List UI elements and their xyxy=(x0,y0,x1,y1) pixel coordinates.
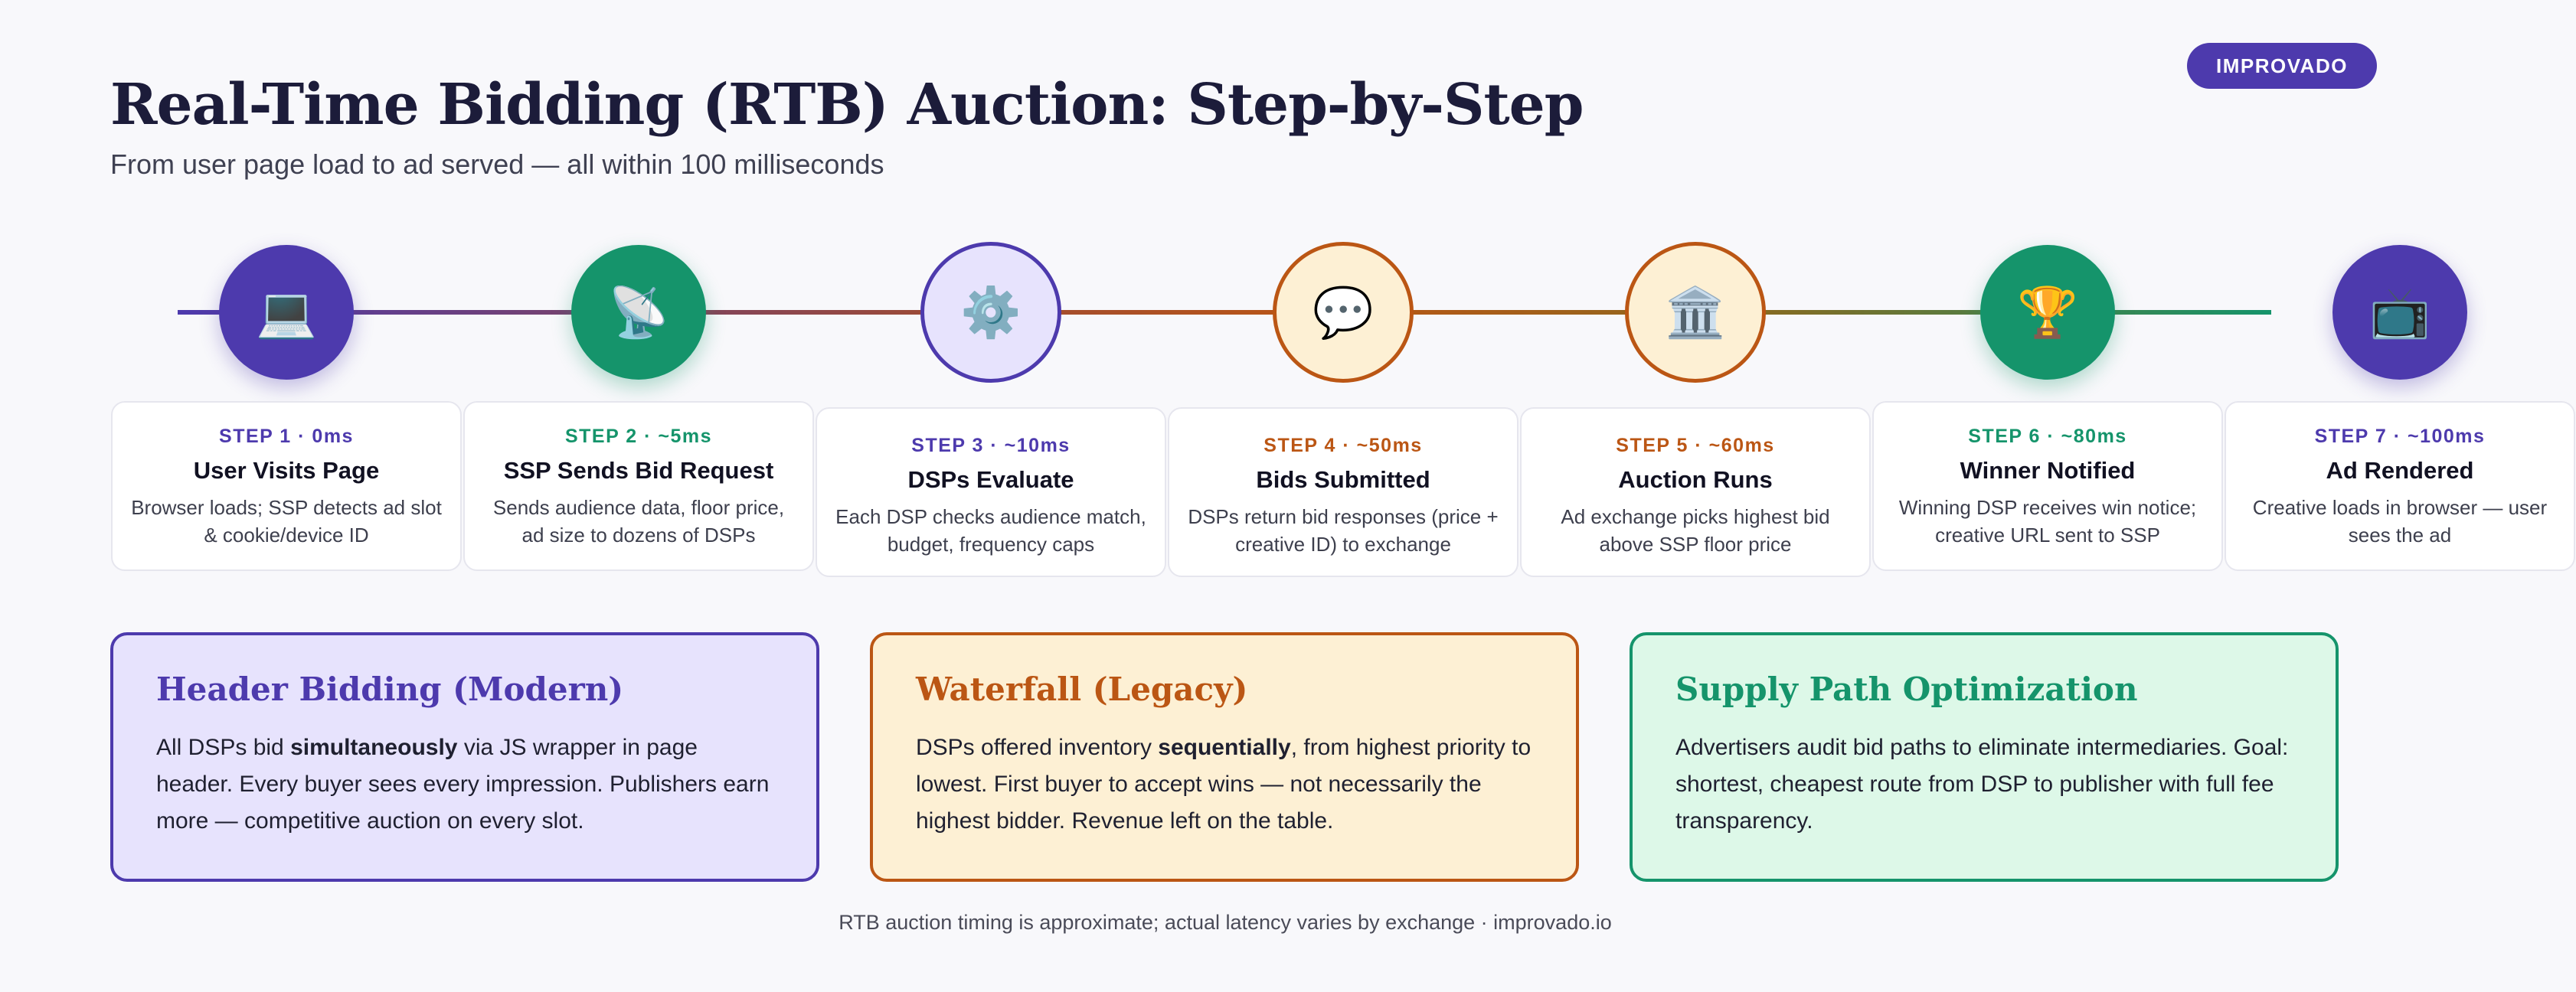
step-description: Winning DSP receives win notice; creativ… xyxy=(1898,496,2197,547)
box-body-text: Advertisers audit bid paths to eliminate… xyxy=(1675,735,2289,834)
box-title: Header Bidding (Modern) xyxy=(156,671,624,708)
desktop-computer-icon: 💻 xyxy=(256,285,317,340)
box-body-text: DSPs offered inventory xyxy=(916,735,1159,760)
box-body-text: All DSPs bid xyxy=(156,735,291,760)
television-icon: 📺 xyxy=(2369,285,2431,340)
step-title: SSP Sends Bid Request xyxy=(503,457,774,484)
box-body: All DSPs bid simultaneously via JS wrapp… xyxy=(156,729,773,840)
classical-building-icon: 🏛️ xyxy=(1665,285,1726,340)
step-label: STEP 7 · ~100ms xyxy=(2314,426,2486,447)
step-card-4: STEP 4 · ~50ms Bids Submitted DSPs return … xyxy=(1168,407,1518,577)
header-bidding-box: Header Bidding (Modern) All DSPs bid simu… xyxy=(110,632,819,882)
step-node-6: 🏆 xyxy=(1980,245,2115,380)
page-subtitle: From user page load to ad served — all w… xyxy=(110,148,884,180)
step-label: STEP 6 · ~80ms xyxy=(1968,426,2127,447)
step-label: STEP 3 · ~10ms xyxy=(911,435,1071,456)
step-title: User Visits Page xyxy=(193,457,380,484)
box-body-emphasis: sequentially xyxy=(1158,735,1291,760)
rtb-timeline: 💻 📡 ⚙️ 💬 🏛️ 🏆 📺 STEP 1 · 0ms User Visits Page Br… xyxy=(0,230,2576,628)
gear-icon: ⚙️ xyxy=(960,285,1022,340)
footer-note: RTB auction timing is approximate; actua… xyxy=(839,911,1612,934)
step-card-7: STEP 7 · ~100ms Ad Rendered Creative loads… xyxy=(2225,401,2575,571)
step-description: Creative loads in browser — user sees th… xyxy=(2252,496,2548,547)
brand-badge: IMPROVADO xyxy=(2187,43,2377,89)
step-node-7: 📺 xyxy=(2332,245,2467,380)
box-body-emphasis: simultaneously xyxy=(290,735,458,760)
step-title: Ad Rendered xyxy=(2326,457,2474,484)
step-description: DSPs return bid responses (price + creat… xyxy=(1188,505,1499,556)
step-card-5: STEP 5 · ~60ms Auction Runs Ad exchange pi… xyxy=(1520,407,1871,577)
box-title: Waterfall (Legacy) xyxy=(916,671,1248,708)
step-node-5: 🏛️ xyxy=(1625,242,1766,383)
step-node-1: 💻 xyxy=(219,245,354,380)
step-card-3: STEP 3 · ~10ms DSPs Evaluate Each DSP chec… xyxy=(816,407,1166,577)
step-label: STEP 2 · ~5ms xyxy=(564,426,713,447)
step-title: Winner Notified xyxy=(1960,457,2136,484)
step-description: Each DSP checks audience match, budget, … xyxy=(835,505,1146,556)
step-description: Browser loads; SSP detects ad slot & coo… xyxy=(131,496,442,547)
step-label: STEP 4 · ~50ms xyxy=(1263,435,1423,456)
step-node-3: ⚙️ xyxy=(920,242,1061,383)
satellite-dish-icon: 📡 xyxy=(608,285,669,340)
step-label: STEP 1 · 0ms xyxy=(219,426,354,447)
trophy-icon: 🏆 xyxy=(2017,285,2078,340)
waterfall-box: Waterfall (Legacy) DSPs offered inventory… xyxy=(870,632,1579,882)
step-title: Bids Submitted xyxy=(1256,466,1430,493)
step-card-2: STEP 2 · ~5ms SSP Sends Bid Request Sends … xyxy=(463,401,814,571)
supply-path-optimization-box: Supply Path Optimization Advertisers audi… xyxy=(1630,632,2339,882)
step-description: Sends audience data, floor price, ad siz… xyxy=(492,496,785,547)
timeline-track xyxy=(178,310,2271,315)
step-node-4: 💬 xyxy=(1273,242,1414,383)
step-node-2: 📡 xyxy=(571,245,706,380)
step-card-1: STEP 1 · 0ms User Visits Page Browser load… xyxy=(111,401,462,571)
page-title: Real-Time Bidding (RTB) Auction: Step-by… xyxy=(110,72,1584,138)
box-body: Advertisers audit bid paths to eliminate… xyxy=(1675,729,2293,840)
box-body: DSPs offered inventory sequentially, fro… xyxy=(916,729,1533,840)
step-title: DSPs Evaluate xyxy=(907,466,1074,493)
step-label: STEP 5 · ~60ms xyxy=(1616,435,1775,456)
box-body-text: , from highest priority to lowest. First… xyxy=(916,735,1532,834)
step-description: Ad exchange picks highest bid above SSP … xyxy=(1561,505,1830,556)
speech-bubble-icon: 💬 xyxy=(1313,285,1374,340)
box-title: Supply Path Optimization xyxy=(1675,671,2138,708)
box-body-text: via JS wrapper in page header. Every buy… xyxy=(156,735,770,834)
step-title: Auction Runs xyxy=(1618,466,1773,493)
step-card-6: STEP 6 · ~80ms Winner Notified Winning DSP… xyxy=(1872,401,2223,571)
